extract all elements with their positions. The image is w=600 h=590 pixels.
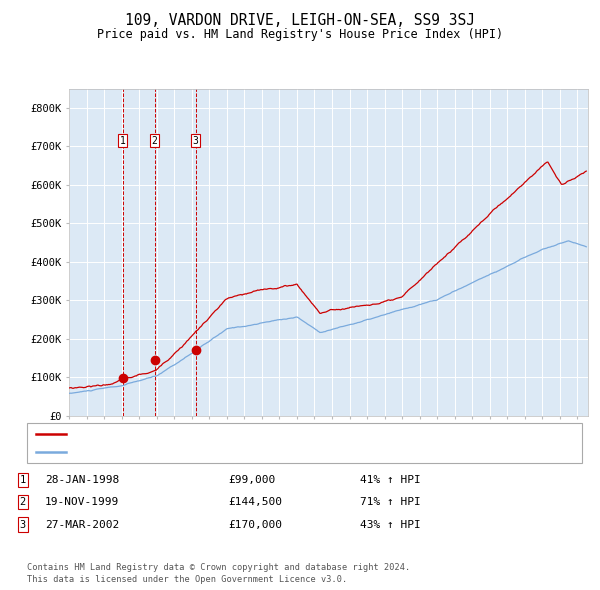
Text: 19-NOV-1999: 19-NOV-1999 bbox=[45, 497, 119, 507]
Text: 2: 2 bbox=[152, 136, 158, 146]
Text: 41% ↑ HPI: 41% ↑ HPI bbox=[360, 475, 421, 484]
Text: 1: 1 bbox=[120, 136, 126, 146]
Text: Contains HM Land Registry data © Crown copyright and database right 2024.: Contains HM Land Registry data © Crown c… bbox=[27, 563, 410, 572]
Text: 28-JAN-1998: 28-JAN-1998 bbox=[45, 475, 119, 484]
Text: 71% ↑ HPI: 71% ↑ HPI bbox=[360, 497, 421, 507]
Text: £144,500: £144,500 bbox=[228, 497, 282, 507]
Text: This data is licensed under the Open Government Licence v3.0.: This data is licensed under the Open Gov… bbox=[27, 575, 347, 584]
Text: 43% ↑ HPI: 43% ↑ HPI bbox=[360, 520, 421, 529]
Text: 3: 3 bbox=[20, 520, 26, 529]
Text: £170,000: £170,000 bbox=[228, 520, 282, 529]
Text: 109, VARDON DRIVE, LEIGH-ON-SEA, SS9 3SJ: 109, VARDON DRIVE, LEIGH-ON-SEA, SS9 3SJ bbox=[125, 13, 475, 28]
Text: £99,000: £99,000 bbox=[228, 475, 275, 484]
Text: Price paid vs. HM Land Registry's House Price Index (HPI): Price paid vs. HM Land Registry's House … bbox=[97, 28, 503, 41]
Text: 1: 1 bbox=[20, 475, 26, 484]
Text: 2: 2 bbox=[20, 497, 26, 507]
Text: 109, VARDON DRIVE, LEIGH-ON-SEA, SS9 3SJ (semi-detached house): 109, VARDON DRIVE, LEIGH-ON-SEA, SS9 3SJ… bbox=[72, 430, 436, 440]
Text: 3: 3 bbox=[193, 136, 199, 146]
Text: 27-MAR-2002: 27-MAR-2002 bbox=[45, 520, 119, 529]
Text: HPI: Average price, semi-detached house, Southend-on-Sea: HPI: Average price, semi-detached house,… bbox=[72, 447, 401, 457]
